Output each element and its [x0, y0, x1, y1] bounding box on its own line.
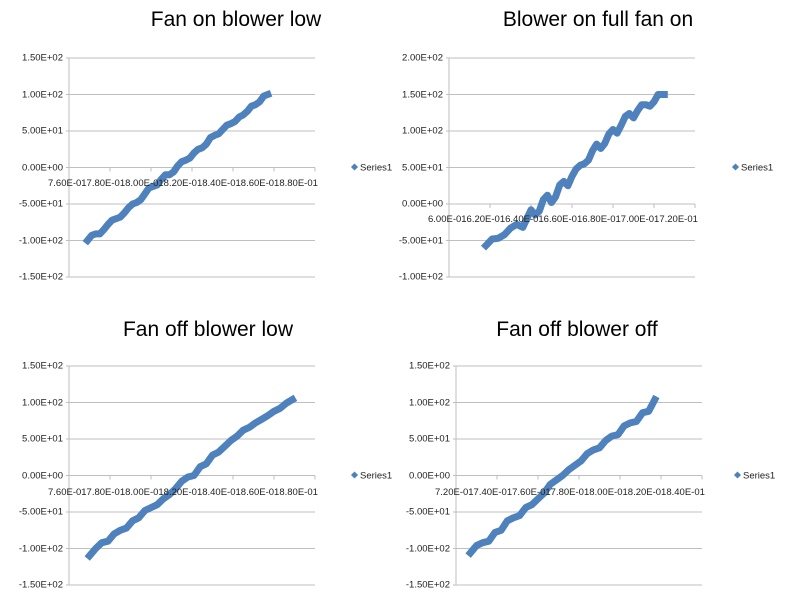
- legend-label: Series1: [741, 162, 774, 174]
- chart-title: Fan on blower low: [150, 8, 322, 31]
- legend-label: Series1: [360, 162, 393, 174]
- x-axis-labels: 7.20E-017.40E-017.60E-017.80E-018.00E-01…: [435, 487, 705, 498]
- y-tick-label: 1.00E+02: [22, 89, 63, 100]
- y-tick-label: -1.00E+02: [18, 543, 63, 554]
- y-tick-label: 0.00E+00: [22, 162, 63, 173]
- legend[interactable]: Series1: [350, 162, 393, 174]
- y-tick-label: 2.00E+02: [402, 52, 443, 64]
- legend[interactable]: Series1: [733, 470, 776, 482]
- chart-title: Fan off blower off: [496, 318, 658, 341]
- y-tick-label: 0.00E+00: [402, 198, 443, 210]
- y-tick-label: 5.00E+01: [22, 125, 63, 137]
- data-series-line[interactable]: [84, 394, 298, 561]
- data-series-line[interactable]: [465, 394, 660, 558]
- legend[interactable]: Series1: [350, 470, 393, 482]
- y-tick-label: 1.50E+02: [409, 360, 450, 372]
- chart-title: Blower on full fan on: [502, 8, 694, 31]
- y-tick-label: -1.00E+02: [398, 271, 443, 283]
- y-tick-label: -5.00E+01: [398, 235, 443, 246]
- y-tick-label: 1.00E+02: [402, 125, 443, 137]
- x-axis-labels: 6.00E-016.20E-016.40E-016.60E-016.80E-01…: [428, 214, 698, 225]
- y-tick-label: 1.50E+02: [22, 360, 63, 372]
- y-tick-label: -1.50E+02: [18, 271, 63, 283]
- y-tick-label: 1.00E+02: [22, 397, 63, 408]
- y-tick-label: 1.00E+02: [409, 397, 450, 408]
- y-tick-label: -1.50E+02: [18, 579, 63, 591]
- y-tick-label: 1.50E+02: [22, 52, 63, 64]
- y-tick-label: -5.00E+01: [18, 506, 63, 518]
- y-tick-label: -1.00E+02: [405, 543, 450, 554]
- x-axis-labels: 7.60E-017.80E-018.00E-018.20E-018.40E-01…: [48, 178, 318, 189]
- y-tick-label: -5.00E+01: [18, 198, 63, 210]
- data-series-line[interactable]: [480, 91, 668, 251]
- legend[interactable]: Series1: [731, 162, 774, 174]
- legend-label: Series1: [743, 470, 776, 482]
- y-tick-label: -1.50E+02: [405, 579, 450, 591]
- y-tick-label: 5.00E+01: [409, 433, 450, 445]
- y-tick-label: 0.00E+00: [22, 470, 63, 481]
- y-tick-label: 0.00E+00: [409, 470, 450, 481]
- y-tick-label: 5.00E+01: [22, 433, 63, 445]
- x-axis-labels: 7.60E-017.80E-018.00E-018.20E-018.40E-01…: [48, 487, 318, 498]
- legend-label: Series1: [360, 470, 393, 482]
- chart-title: Fan off blower low: [122, 318, 294, 341]
- y-tick-label: 1.50E+02: [402, 89, 443, 100]
- y-tick-label: 5.00E+01: [402, 162, 443, 173]
- diamond-marker-icon: [733, 471, 742, 479]
- data-series-line[interactable]: [82, 89, 273, 246]
- y-tick-label: -5.00E+01: [405, 506, 450, 518]
- y-tick-label: -1.00E+02: [18, 235, 63, 246]
